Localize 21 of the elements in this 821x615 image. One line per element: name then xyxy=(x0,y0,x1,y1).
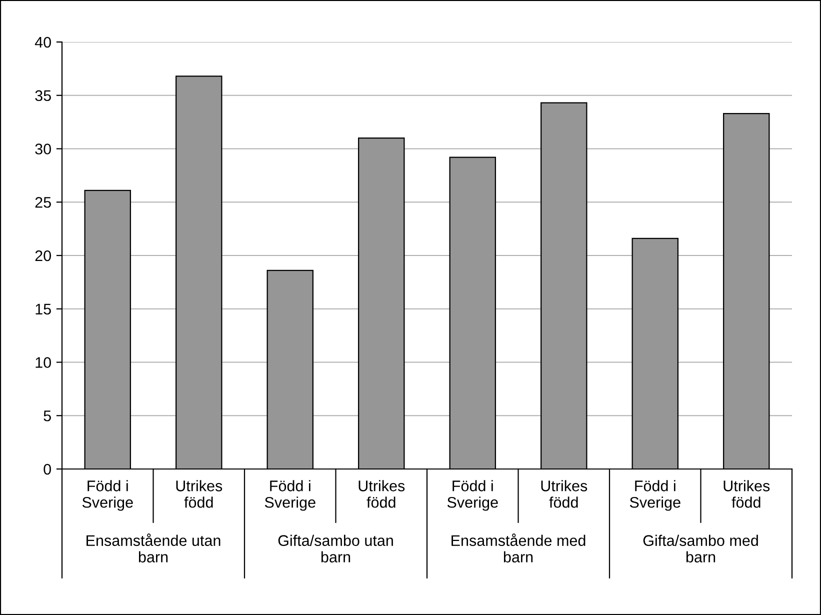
x-tick-label: Född i Sverige xyxy=(447,480,498,511)
y-tick-label: 0 xyxy=(44,464,51,475)
x-tick-label: Född i Sverige xyxy=(630,480,680,511)
text: Ensamstående utan barn xyxy=(86,534,220,562)
y-tick-label: 15 xyxy=(36,304,51,315)
x-tick-label: Utrikes född xyxy=(541,480,588,508)
y-tick-label: 25 xyxy=(35,196,51,208)
y-tick-label: 20 xyxy=(35,250,51,262)
text: Gifta/sambo med barn xyxy=(643,534,758,562)
text: Gifta/sambo utan barn xyxy=(278,534,393,562)
x-tick-label: Utrikes född xyxy=(358,480,405,508)
y-tick-label: 35 xyxy=(35,90,51,102)
x-tick-label: Född i Sverige xyxy=(264,480,316,511)
text: Ensamstående med barn xyxy=(452,534,586,562)
y-tick-label: 30 xyxy=(35,144,51,154)
x-tick-label: Utrikes född xyxy=(724,480,770,508)
x-tick-label: Född i Sverige xyxy=(82,480,133,511)
x-tick-label: Utrikes född xyxy=(176,480,222,508)
y-tick-label: 5 xyxy=(44,410,51,422)
y-tick-label: 40 xyxy=(34,36,51,48)
y-tick-label: 10 xyxy=(36,357,51,368)
